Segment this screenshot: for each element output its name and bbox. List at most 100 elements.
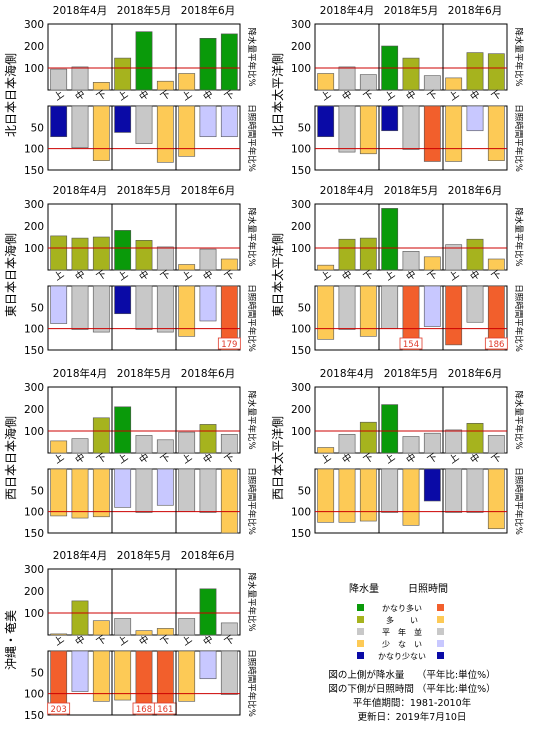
precip-tick-label: 200	[24, 221, 44, 233]
precip-tick-label: 100	[291, 63, 311, 75]
legend-sun-header: 日照時間	[408, 583, 448, 595]
sun-bar	[114, 468, 132, 508]
month-label: 2018年5月	[117, 4, 171, 17]
precip-bar	[199, 588, 217, 636]
precip-tick-label: 200	[291, 404, 311, 416]
precip-bar	[71, 600, 89, 636]
sun-bar	[156, 105, 174, 163]
sun-axis-label: 日照時間平年比%	[246, 467, 257, 535]
sun-bar	[487, 468, 505, 530]
sun-axis-label: 日照時間平年比%	[513, 104, 524, 172]
precip-tick-label: 200	[291, 221, 311, 233]
sun-bar	[156, 285, 174, 333]
sun-tick-label: 150	[24, 345, 44, 357]
dekad-label: 下	[362, 269, 376, 283]
precip-axis-label: 降水量平年比%	[513, 207, 524, 266]
month-label: 2018年5月	[117, 549, 171, 562]
sun-tick-label: 50	[31, 667, 44, 679]
dekad-label: 下	[362, 452, 376, 466]
precip-tick-label: 300	[291, 19, 311, 31]
dekad-label: 下	[159, 89, 173, 103]
dekad-label: 上	[180, 451, 195, 466]
sun-bar	[466, 285, 484, 323]
region-chart: 2018年4月 2018年5月 2018年6月300200100 降水量平年比%上中下…	[270, 184, 524, 357]
sun-bar	[338, 105, 356, 153]
sun-bar	[71, 105, 89, 149]
legend-precip-swatch	[357, 628, 364, 635]
precip-bar	[50, 235, 68, 271]
sun-axis-label: 日照時間平年比%	[513, 467, 524, 535]
precip-bar	[402, 251, 420, 271]
dekad-label: 下	[159, 452, 173, 466]
precip-axis-label: 降水量平年比%	[246, 572, 257, 631]
sun-bar	[359, 105, 377, 155]
footnote: 更新日：2019年7月10日	[358, 711, 467, 723]
precip-bar	[317, 264, 335, 271]
month-label: 2018年4月	[320, 184, 374, 197]
sun-tick-label: 150	[291, 528, 311, 540]
precip-bar	[156, 80, 174, 91]
month-label: 2018年5月	[117, 367, 171, 380]
dekad-label: 上	[116, 268, 131, 283]
dekad-label: 上	[383, 88, 398, 103]
precip-bar	[114, 57, 132, 91]
precip-bar	[445, 244, 463, 271]
sun-bar	[423, 285, 441, 327]
month-label: 2018年4月	[320, 367, 374, 380]
legend-sun-swatch	[437, 628, 444, 635]
sun-bar	[423, 105, 441, 162]
precip-bar	[156, 246, 174, 271]
precip-bar	[487, 258, 505, 271]
precip-bar	[178, 431, 196, 454]
precip-tick-label: 100	[24, 608, 44, 620]
sun-axis-label: 日照時間平年比%	[513, 284, 524, 352]
overflow-value-label: 154	[403, 340, 419, 350]
overflow-value-label: 186	[488, 340, 504, 350]
region-chart: 2018年4月 2018年5月 2018年6月300200100 降水量平年比%上中下…	[3, 184, 257, 357]
precip-bar	[92, 417, 110, 454]
region-title: 西日本日本海側	[3, 416, 18, 500]
precip-bar	[220, 258, 238, 271]
precip-bar	[338, 238, 356, 271]
sun-axis-label: 日照時間平年比%	[246, 649, 257, 717]
precip-bar	[381, 208, 399, 271]
overflow-value-box	[47, 702, 71, 715]
precip-bar	[338, 66, 356, 91]
precip-tick-label: 100	[24, 63, 44, 75]
precip-bar	[381, 404, 399, 454]
legend-precip-header: 降水量	[349, 582, 379, 595]
sun-bar	[50, 468, 68, 517]
region-chart: 2018年4月 2018年5月 2018年6月300200100 降水量平年比%上中下…	[3, 4, 257, 177]
precip-bar	[92, 620, 110, 636]
precip-bar	[402, 57, 420, 91]
sun-tick-label: 50	[298, 485, 311, 497]
dekad-label: 上	[319, 88, 334, 103]
sun-tick-label: 150	[24, 165, 44, 177]
sun-bar	[114, 650, 132, 701]
month-label: 2018年5月	[384, 367, 438, 380]
sun-tick-label: 100	[24, 324, 44, 336]
sun-tick-label: 50	[31, 302, 44, 314]
precip-bar	[317, 447, 335, 454]
precip-tick-label: 100	[24, 426, 44, 438]
sun-bar	[92, 285, 110, 333]
precip-bar	[359, 421, 377, 454]
dekad-label: 上	[383, 451, 398, 466]
sun-bar	[156, 468, 174, 506]
sun-bar	[466, 468, 484, 513]
month-label: 2018年4月	[53, 367, 107, 380]
sun-bar	[178, 468, 196, 512]
precip-bar	[359, 237, 377, 271]
dekad-label: 下	[95, 452, 109, 466]
region-title: 北日本太平洋側	[270, 53, 285, 137]
dekad-label: 上	[447, 451, 462, 466]
dekad-label: 上	[383, 268, 398, 283]
precip-bar	[220, 33, 238, 91]
sun-bar	[445, 285, 463, 346]
precip-tick-label: 300	[24, 564, 44, 576]
sun-bar	[135, 285, 153, 330]
dekad-label: 下	[223, 452, 237, 466]
precip-bar	[199, 37, 217, 91]
dekad-label: 上	[447, 88, 462, 103]
region-chart: 2018年4月 2018年5月 2018年6月300200100 降水量平年比%上中下…	[3, 367, 257, 540]
